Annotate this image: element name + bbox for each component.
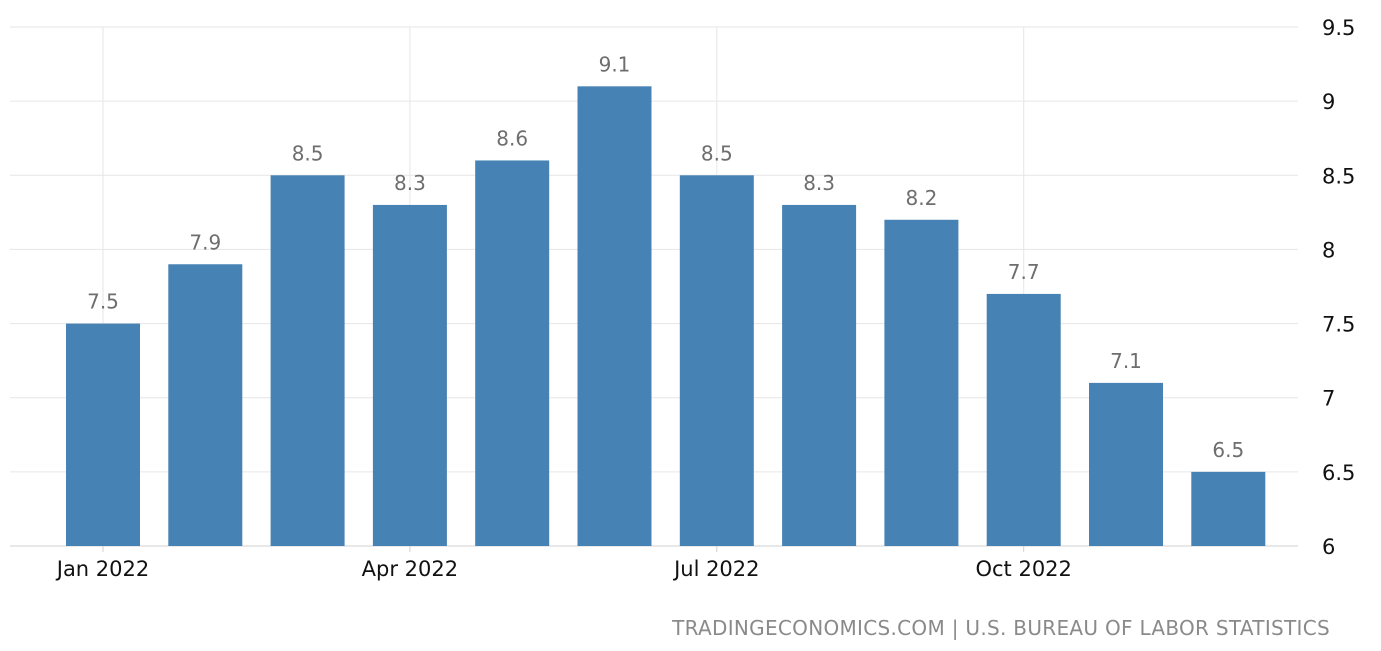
bar	[679, 175, 754, 547]
data-label: 8.6	[496, 126, 528, 150]
bar	[372, 204, 447, 546]
bars	[66, 86, 1266, 547]
data-label: 8.5	[701, 141, 733, 165]
source-credit: TRADINGECONOMICS.COM | U.S. BUREAU OF LA…	[672, 616, 1330, 640]
y-tick-label: 7.5	[1322, 313, 1355, 337]
bar	[782, 204, 857, 546]
bar	[1191, 471, 1266, 546]
bar	[168, 264, 243, 546]
y-tick-label: 8	[1322, 238, 1335, 262]
data-label: 8.3	[803, 171, 835, 195]
y-tick-label: 7	[1322, 387, 1335, 411]
y-axis: 6 6.5 7 7.5 8 8.5 9 9.5	[1322, 16, 1355, 559]
x-tick-label: Jan 2022	[55, 557, 150, 581]
data-label: 6.5	[1212, 438, 1244, 462]
y-tick-label: 9	[1322, 90, 1335, 114]
bar	[475, 160, 550, 546]
data-label: 7.7	[1008, 260, 1040, 284]
data-label: 8.2	[905, 186, 937, 210]
x-tick-label: Jul 2022	[672, 557, 759, 581]
data-labels: 7.5 7.9 8.5 8.3 8.6 9.1 8.5 8.3 8.2 7.7 7.1 6.5	[87, 52, 1244, 462]
data-label: 7.1	[1110, 349, 1142, 373]
bar	[1089, 382, 1163, 546]
y-tick-label: 6.5	[1322, 461, 1355, 485]
y-tick-label: 6	[1322, 535, 1335, 559]
data-label: 9.1	[599, 52, 631, 76]
bar	[577, 86, 652, 547]
bar	[884, 219, 959, 546]
data-label: 8.5	[292, 141, 324, 165]
bar	[986, 293, 1061, 546]
data-label: 8.3	[394, 171, 426, 195]
x-axis: Jan 2022 Apr 2022 Jul 2022 Oct 2022	[55, 546, 1072, 581]
data-label: 7.5	[87, 290, 119, 314]
x-tick-label: Apr 2022	[362, 557, 458, 581]
bar	[66, 323, 140, 546]
y-tick-label: 8.5	[1322, 164, 1355, 188]
data-label: 7.9	[189, 230, 221, 254]
bar	[270, 175, 345, 547]
x-tick-label: Oct 2022	[975, 557, 1071, 581]
y-tick-label: 9.5	[1322, 16, 1355, 40]
